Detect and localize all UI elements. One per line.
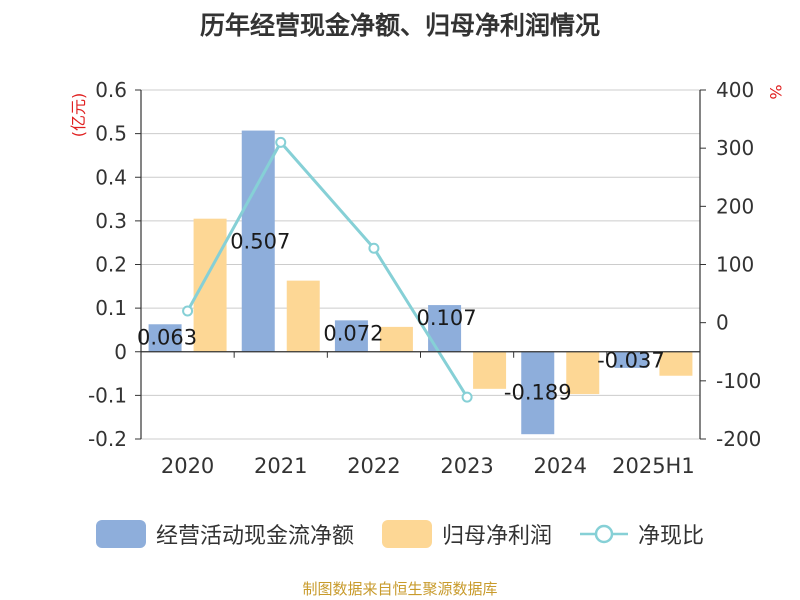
legend-label-operating-cash-flow: 经营活动现金流净额 (155, 524, 354, 549)
y-left-tick-label: -0.2 (88, 427, 127, 451)
x-tick-label: 2021 (254, 454, 307, 478)
y-right-tick-label: -200 (716, 427, 761, 451)
bar-operating-cash-flow (614, 351, 648, 368)
y-left-tick-label: 0.4 (95, 165, 127, 189)
y-left-unit: (亿元) (69, 93, 88, 138)
x-tick-label: 2023 (440, 454, 493, 478)
y-right-tick-label: 100 (716, 253, 754, 277)
legend-item-net-profit[interactable]: 归母净利润 (381, 518, 552, 550)
bar-series (148, 130, 693, 435)
x-tick-label: 2020 (161, 454, 214, 478)
data-label-operating-cash-flow: 0.072 (323, 321, 383, 345)
y-right-tick-label: 400 (716, 78, 754, 102)
y-right-unit: % (766, 84, 785, 99)
y-right-tick-label: 300 (716, 136, 754, 160)
bar-operating-cash-flow (241, 130, 275, 352)
data-label-operating-cash-flow: -0.037 (597, 348, 665, 372)
data-labels: 0.063 0.507 0.072 0.107 -0.189 -0.037 (137, 230, 665, 405)
x-tick-label: 2024 (534, 454, 587, 478)
bar-net-profit (473, 351, 507, 389)
bar-operating-cash-flow (521, 351, 555, 435)
data-label-operating-cash-flow: 0.063 (137, 325, 197, 349)
legend-label-net-profit: 归母净利润 (441, 524, 552, 549)
legend-swatch-cash-ratio (580, 524, 628, 544)
legend-item-operating-cash-flow[interactable]: 经营活动现金流净额 (95, 518, 354, 550)
bar-operating-cash-flow (334, 320, 368, 352)
x-tick-label: 2022 (347, 454, 400, 478)
chart-title: 历年经营现金净额、归母净利润情况 (199, 11, 600, 40)
bar-net-profit (193, 218, 227, 352)
bar-net-profit (659, 351, 693, 376)
line-cash-ratio (186, 139, 469, 398)
point-cash-ratio (275, 136, 287, 148)
y-left-tick-label: 0 (114, 340, 127, 364)
point-cash-ratio (368, 242, 380, 254)
legend-item-cash-ratio[interactable]: 净现比 (580, 518, 704, 550)
point-cash-ratio (182, 305, 194, 317)
y-right-tick-label: 0 (716, 311, 729, 335)
legend-label-cash-ratio: 净现比 (638, 524, 705, 549)
y-left-tick-label: 0.3 (95, 209, 127, 233)
y-left-tick-label: 0.2 (95, 253, 127, 277)
data-label-operating-cash-flow: 0.107 (417, 306, 477, 330)
y-left-tick-label: 0.5 (95, 122, 127, 146)
point-cash-ratio (461, 391, 473, 403)
legend-swatch-operating-cash-flow (95, 520, 146, 548)
y-right-tick-label: 200 (716, 194, 754, 218)
bar-net-profit (286, 280, 320, 352)
bar-net-profit (379, 326, 413, 352)
y-left-tick-label: -0.1 (88, 383, 127, 407)
axes: -0.2 -0.1 0 0.1 0.2 0.3 0.4 0.5 0.6 -200 -100 0 100 2… (69, 78, 785, 478)
bar-net-profit (566, 351, 600, 395)
y-right-tick-label: -100 (716, 369, 761, 393)
legend: 经营活动现金流净额 归母净利润 净现比 (0, 516, 800, 552)
data-label-operating-cash-flow: 0.507 (230, 230, 290, 254)
bar-operating-cash-flow (148, 324, 182, 352)
data-label-operating-cash-flow: -0.189 (504, 380, 572, 404)
line-series (182, 136, 473, 403)
y-left-tick-label: 0.6 (95, 78, 127, 102)
source-note: 制图数据来自恒生聚源数据库 (302, 580, 498, 598)
legend-swatch-net-profit (381, 520, 432, 548)
x-tick-label: 2025H1 (612, 454, 695, 478)
y-left-tick-label: 0.1 (95, 296, 127, 320)
